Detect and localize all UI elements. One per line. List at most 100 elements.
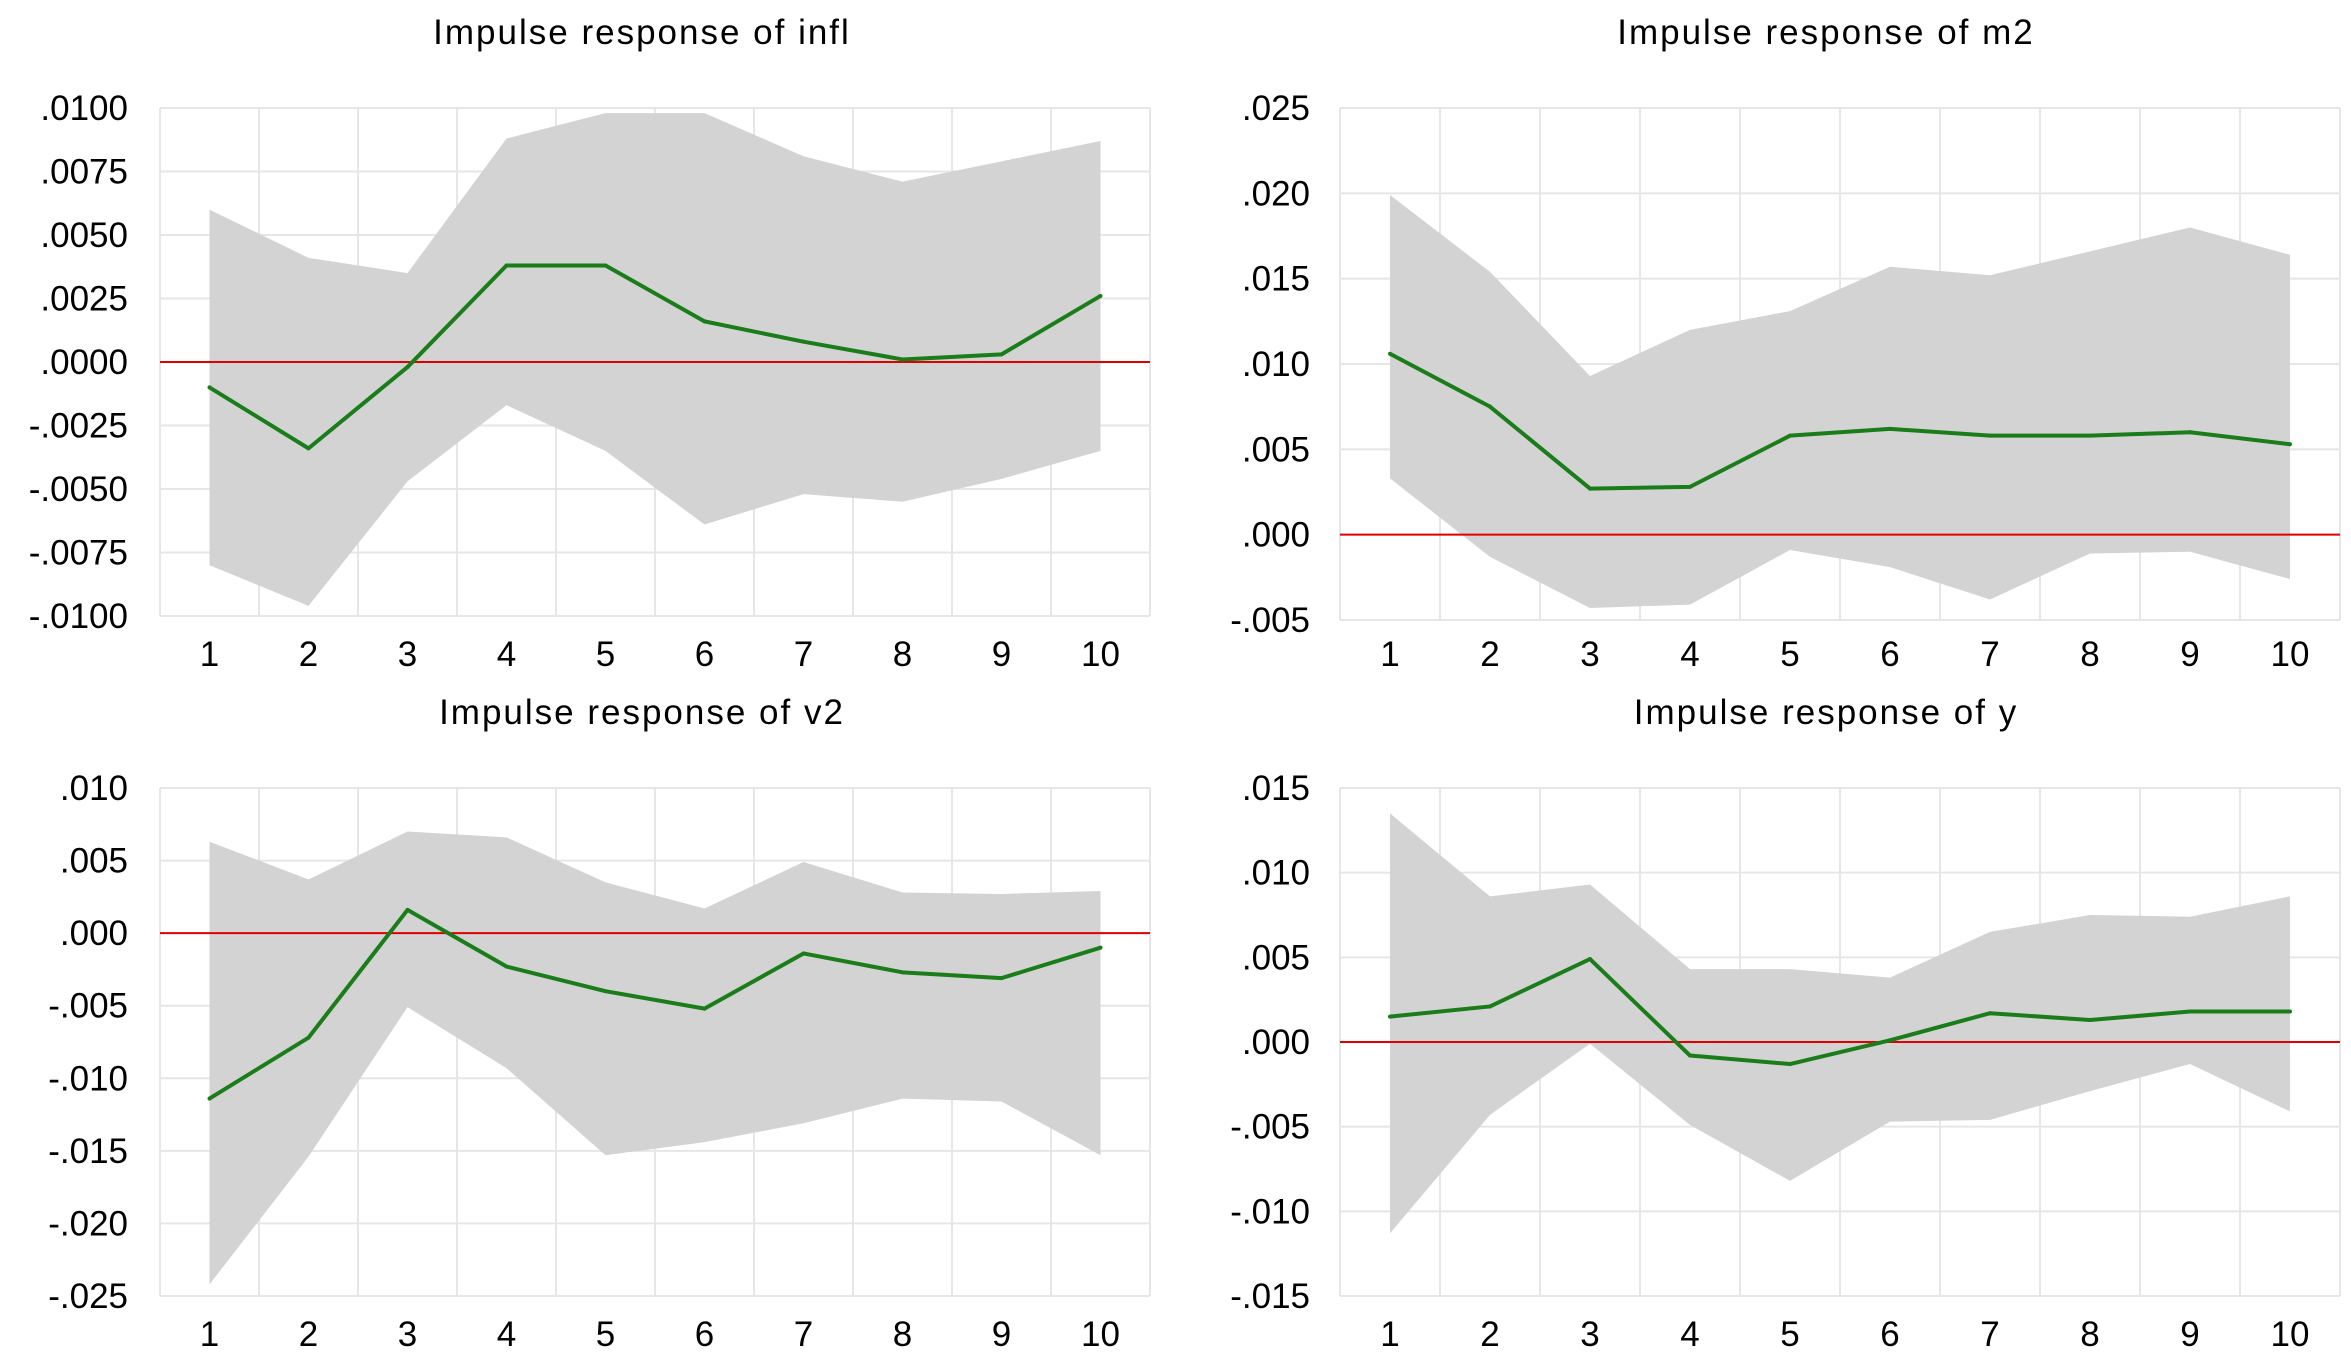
y-tick-label: -.020 <box>48 1204 128 1243</box>
y-tick-label: -.015 <box>48 1132 128 1171</box>
response-point <box>405 365 410 370</box>
x-tick-label: 5 <box>596 1315 615 1354</box>
response-point <box>504 263 509 268</box>
response-point <box>2088 1017 2092 1022</box>
response-point <box>801 951 806 956</box>
x-tick-label: 4 <box>497 635 516 674</box>
response-point <box>1988 1011 1992 1016</box>
y-tick-label: -.010 <box>1230 1192 1310 1231</box>
response-point <box>2288 442 2292 447</box>
y-tick-label: .005 <box>1242 430 1310 469</box>
y-tick-label: .005 <box>1242 938 1310 977</box>
response-point <box>1588 957 1592 962</box>
response-point <box>1388 351 1392 356</box>
chart-panel-3: Impulse response of v2 .010 .005 .000 -.005 -… <box>48 693 1151 1354</box>
chart-title: Impulse response of v2 <box>439 693 845 732</box>
x-tick-label: 5 <box>596 635 615 674</box>
y-tick-label: -.0025 <box>29 407 128 446</box>
y-tick-label: .010 <box>60 769 128 808</box>
x-tick-label: 8 <box>893 1315 912 1354</box>
x-tick-label: 7 <box>794 635 813 674</box>
x-tick-label: 3 <box>1580 635 1599 674</box>
response-point <box>1988 433 1992 438</box>
x-tick-label: 4 <box>497 1315 516 1354</box>
response-point <box>1388 1014 1392 1019</box>
response-line <box>208 263 1102 451</box>
response-point <box>405 907 410 912</box>
x-tick-label: 7 <box>1980 1315 1999 1354</box>
response-line <box>1389 351 2291 491</box>
x-tick-label: 4 <box>1680 1315 1699 1354</box>
response-point <box>1688 1053 1692 1058</box>
response-point <box>603 263 608 268</box>
chart-title: Impulse response of y <box>1634 693 2018 732</box>
x-tick-label: 1 <box>1380 635 1399 674</box>
response-point <box>900 970 905 975</box>
response-line <box>1389 957 2290 1067</box>
x-tick-label: 10 <box>2271 1315 2310 1354</box>
y-tick-label: .0075 <box>40 153 128 192</box>
response-line <box>208 907 1102 1101</box>
y-tick-label: .0000 <box>40 343 128 382</box>
x-tick-label: 4 <box>1680 635 1699 674</box>
y-tick-label: -.015 <box>1230 1277 1310 1316</box>
y-tick-label: .010 <box>1242 345 1310 384</box>
y-tick-label: .0025 <box>40 280 128 319</box>
response-point <box>702 1006 707 1011</box>
x-tick-label: 10 <box>2271 635 2310 674</box>
x-tick-label: 2 <box>1480 1315 1499 1354</box>
y-tick-label: .000 <box>1242 1023 1310 1062</box>
x-tick-label: 7 <box>1980 635 1999 674</box>
x-tick-label: 9 <box>992 635 1011 674</box>
x-tick-label: 8 <box>2080 1315 2099 1354</box>
x-tick-label: 5 <box>1780 635 1799 674</box>
y-tick-label: .025 <box>1242 89 1310 128</box>
response-point <box>603 989 608 994</box>
x-tick-label: 6 <box>695 1315 714 1354</box>
response-point <box>207 385 212 390</box>
response-point <box>1588 486 1592 491</box>
x-tick-label: 9 <box>2180 635 2199 674</box>
y-tick-label: .010 <box>1242 854 1310 893</box>
response-point <box>207 1096 212 1101</box>
x-tick-label: 9 <box>992 1315 1011 1354</box>
response-point <box>999 352 1004 357</box>
response-point <box>1488 404 1492 409</box>
y-tick-label: -.005 <box>1230 601 1310 640</box>
y-tick-label: .0100 <box>40 89 128 128</box>
confidence-band <box>209 113 1101 606</box>
chart-title: Impulse response of infl <box>433 13 851 52</box>
x-tick-label: 3 <box>1580 1315 1599 1354</box>
x-tick-label: 5 <box>1780 1315 1799 1354</box>
y-tick-label: -.0050 <box>29 470 128 509</box>
y-tick-label: .015 <box>1242 260 1310 299</box>
chart-panel-4: Impulse response of y .015 .010 .005 .000 -.0… <box>1230 693 2341 1354</box>
x-tick-label: 2 <box>299 635 318 674</box>
x-tick-label: 1 <box>200 635 219 674</box>
response-point <box>1788 433 1792 438</box>
x-tick-label: 2 <box>299 1315 318 1354</box>
response-point <box>900 357 905 362</box>
y-tick-label: -.010 <box>48 1059 128 1098</box>
y-tick-label: -.005 <box>1230 1108 1310 1147</box>
x-tick-label: 8 <box>2080 635 2099 674</box>
x-tick-label: 3 <box>398 1315 417 1354</box>
response-point <box>999 976 1004 981</box>
y-tick-label: .000 <box>60 914 128 953</box>
response-point <box>2288 1009 2292 1014</box>
x-tick-label: 8 <box>893 635 912 674</box>
x-tick-label: 3 <box>398 635 417 674</box>
x-tick-label: 10 <box>1081 635 1120 674</box>
x-tick-label: 10 <box>1081 1315 1120 1354</box>
response-point <box>1098 945 1103 950</box>
response-point <box>1888 426 1892 431</box>
x-tick-label: 9 <box>2180 1315 2199 1354</box>
x-tick-label: 6 <box>1880 635 1899 674</box>
x-tick-label: 1 <box>1380 1315 1399 1354</box>
x-tick-label: 6 <box>695 635 714 674</box>
x-tick-label: 2 <box>1480 635 1499 674</box>
response-point <box>1688 484 1692 489</box>
y-tick-label: -.025 <box>48 1277 128 1316</box>
response-point <box>1788 1062 1792 1067</box>
response-point <box>2088 433 2092 438</box>
